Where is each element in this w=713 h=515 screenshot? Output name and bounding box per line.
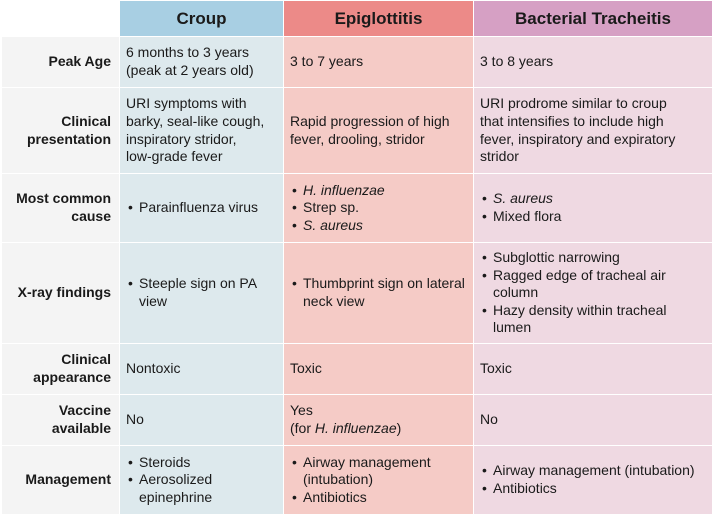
bullet-list: Steeple sign on PA view bbox=[126, 275, 277, 310]
bullet-list: H. influenzae Strep sp. S. aureus bbox=[290, 182, 467, 235]
cell-croup-clinical-presentation: URI symptoms with barky, seal-like cough… bbox=[119, 87, 284, 174]
cell-croup-appearance: Nontoxic bbox=[119, 343, 284, 395]
header-epiglottitis: Epiglottitis bbox=[283, 0, 474, 37]
list-item: Thumbprint sign on lateral neck view bbox=[290, 275, 467, 310]
cell-croup-management: Steroids Aerosolized epinephrine bbox=[119, 445, 284, 515]
cell-croup-peak-age: 6 months to 3 years (peak at 2 years old… bbox=[119, 36, 284, 88]
row-label-peak-age: Peak Age bbox=[1, 36, 120, 88]
cell-epiglottitis-xray: Thumbprint sign on lateral neck view bbox=[283, 242, 474, 344]
row-label-clinical-presentation: Clinical presentation bbox=[1, 87, 120, 174]
cell-bacterial-xray: Subglottic narrowing Ragged edge of trac… bbox=[473, 242, 713, 344]
cell-croup-vaccine: No bbox=[119, 394, 284, 446]
list-item: H. influenzae bbox=[290, 182, 467, 200]
row-label-management: Management bbox=[1, 445, 120, 515]
header-row: Croup Epiglottitis Bacterial Tracheitis bbox=[1, 0, 713, 37]
list-item: Airway management (intubation) bbox=[290, 454, 467, 489]
list-item: Antibiotics bbox=[480, 480, 706, 498]
row-xray-findings: X-ray findings Steeple sign on PA view T… bbox=[1, 242, 713, 344]
row-label-vaccine-available: Vaccine available bbox=[1, 394, 120, 446]
list-item: S. aureus bbox=[290, 217, 467, 235]
cell-epiglottitis-clinical-presentation: Rapid progression of high fever, droolin… bbox=[283, 87, 474, 174]
row-label-most-common-cause: Most common cause bbox=[1, 173, 120, 243]
row-clinical-appearance: Clinical appearance Nontoxic Toxic Toxic bbox=[1, 343, 713, 395]
bullet-list: Thumbprint sign on lateral neck view bbox=[290, 275, 467, 310]
cell-epiglottitis-cause: H. influenzae Strep sp. S. aureus bbox=[283, 173, 474, 243]
list-item: Ragged edge of tracheal air column bbox=[480, 267, 706, 302]
header-bacterial-tracheitis: Bacterial Tracheitis bbox=[473, 0, 713, 37]
cell-bacterial-peak-age: 3 to 8 years bbox=[473, 36, 713, 88]
cell-bacterial-clinical-presentation: URI prodrome similar to croup that inten… bbox=[473, 87, 713, 174]
list-item: Steeple sign on PA view bbox=[126, 275, 277, 310]
cell-epiglottitis-management: Airway management (intubation) Antibioti… bbox=[283, 445, 474, 515]
header-croup: Croup bbox=[119, 0, 284, 37]
list-item: Airway management (intubation) bbox=[480, 462, 706, 480]
bullet-list: Steroids Aerosolized epinephrine bbox=[126, 454, 277, 507]
cell-epiglottitis-peak-age: 3 to 7 years bbox=[283, 36, 474, 88]
cell-bacterial-cause: S. aureus Mixed flora bbox=[473, 173, 713, 243]
cell-croup-xray: Steeple sign on PA view bbox=[119, 242, 284, 344]
list-item: Steroids bbox=[126, 454, 277, 472]
list-item: Parainfluenza virus bbox=[126, 199, 277, 217]
row-label-xray-findings: X-ray findings bbox=[1, 242, 120, 344]
bullet-list: S. aureus Mixed flora bbox=[480, 190, 706, 225]
list-item: Mixed flora bbox=[480, 208, 706, 226]
row-label-clinical-appearance: Clinical appearance bbox=[1, 343, 120, 395]
row-most-common-cause: Most common cause Parainfluenza virus H.… bbox=[1, 173, 713, 243]
header-blank bbox=[1, 0, 120, 37]
list-item: Aerosolized epinephrine bbox=[126, 471, 277, 506]
row-clinical-presentation: Clinical presentation URI symptoms with … bbox=[1, 87, 713, 174]
list-item: S. aureus bbox=[480, 190, 706, 208]
bullet-list: Airway management (intubation) Antibioti… bbox=[480, 462, 706, 497]
cell-bacterial-appearance: Toxic bbox=[473, 343, 713, 395]
list-item: Antibiotics bbox=[290, 489, 467, 507]
row-peak-age: Peak Age 6 months to 3 years (peak at 2 … bbox=[1, 36, 713, 88]
bullet-list: Parainfluenza virus bbox=[126, 199, 277, 217]
cell-epiglottitis-appearance: Toxic bbox=[283, 343, 474, 395]
list-item: Strep sp. bbox=[290, 199, 467, 217]
bullet-list: Airway management (intubation) Antibioti… bbox=[290, 454, 467, 507]
cell-croup-cause: Parainfluenza virus bbox=[119, 173, 284, 243]
bullet-list: Subglottic narrowing Ragged edge of trac… bbox=[480, 249, 706, 337]
cell-bacterial-management: Airway management (intubation) Antibioti… bbox=[473, 445, 713, 515]
row-management: Management Steroids Aerosolized epinephr… bbox=[1, 445, 713, 515]
cell-epiglottitis-vaccine: Yes (for H. influenzae) bbox=[283, 394, 474, 446]
row-vaccine-available: Vaccine available No Yes (for H. influen… bbox=[1, 394, 713, 446]
list-item: Hazy density within tracheal lumen bbox=[480, 302, 706, 337]
cell-bacterial-vaccine: No bbox=[473, 394, 713, 446]
list-item: Subglottic narrowing bbox=[480, 249, 706, 267]
